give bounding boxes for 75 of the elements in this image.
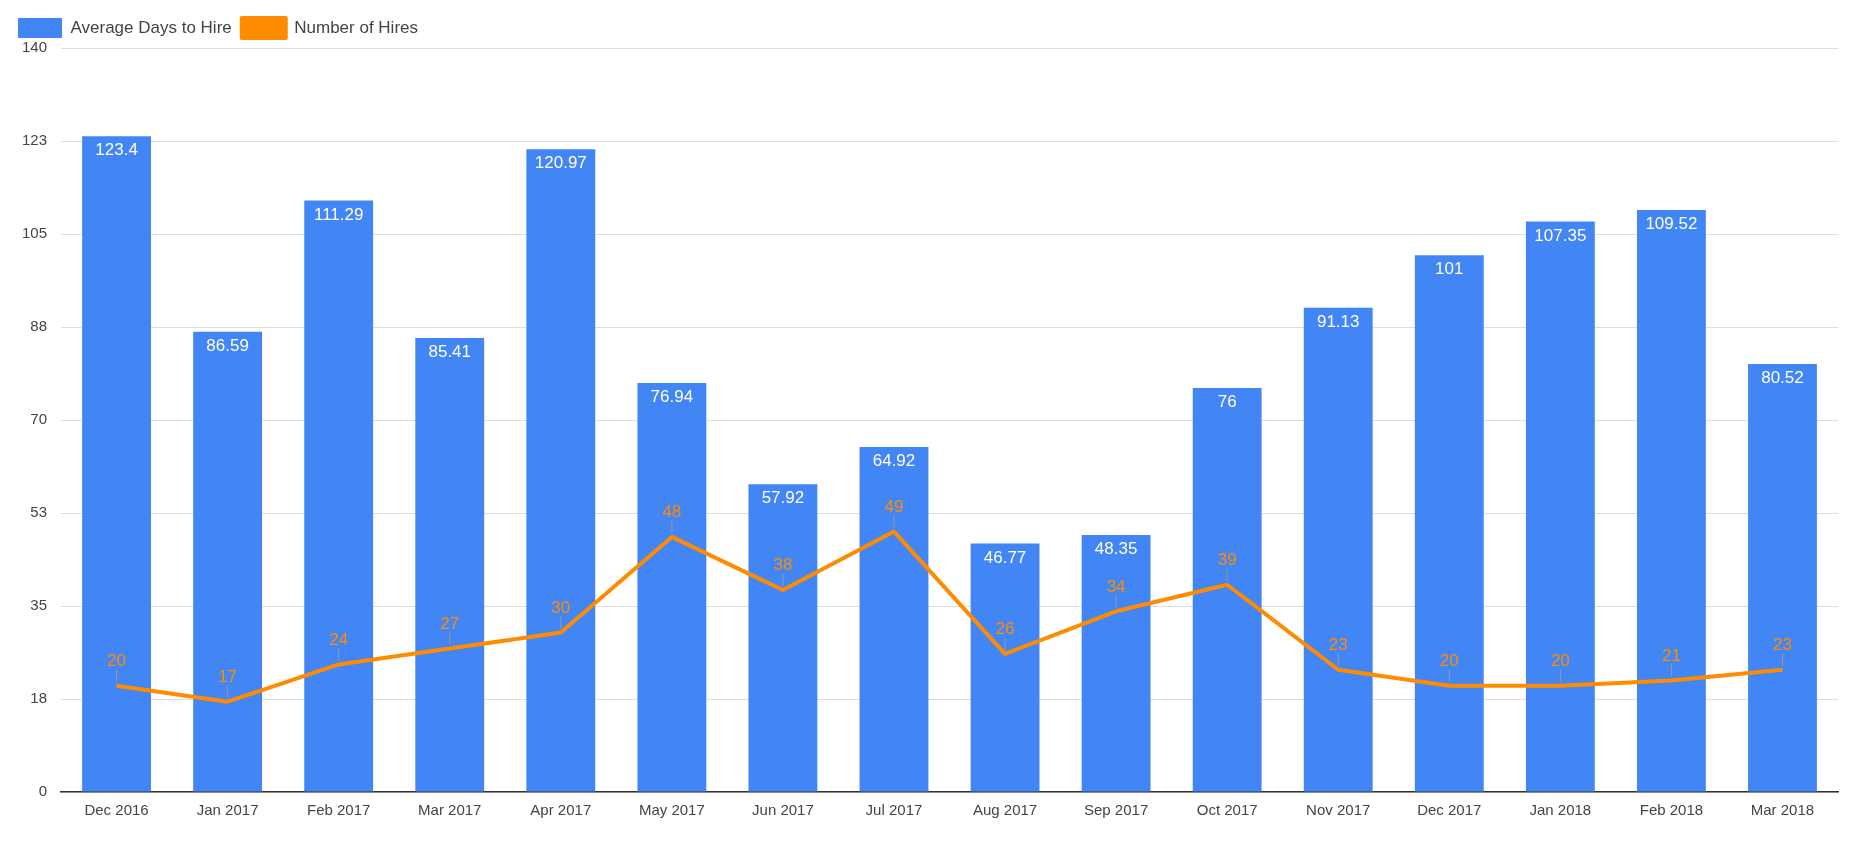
y-tick-label: 53 bbox=[30, 503, 48, 521]
bar bbox=[193, 331, 263, 792]
x-tick-label: Aug 2017 bbox=[972, 801, 1038, 819]
data-label: 24 bbox=[329, 629, 349, 649]
x-tick-label: May 2017 bbox=[638, 801, 705, 819]
bar bbox=[415, 338, 485, 792]
data-label: 107.35 bbox=[1534, 225, 1587, 245]
data-label: 91.13 bbox=[1316, 311, 1360, 331]
bar bbox=[1414, 255, 1484, 792]
data-label: 46.77 bbox=[983, 547, 1027, 567]
data-label: 27 bbox=[440, 613, 460, 633]
data-label: 48.35 bbox=[1094, 539, 1138, 559]
y-tick-label: 35 bbox=[30, 596, 48, 614]
data-label: 26 bbox=[995, 619, 1015, 639]
data-label: 64.92 bbox=[872, 451, 916, 471]
x-tick-label: Oct 2017 bbox=[1196, 801, 1258, 819]
bar bbox=[1748, 364, 1817, 792]
data-label: 17 bbox=[218, 666, 238, 686]
data-label: 38 bbox=[773, 555, 793, 575]
data-label: 48 bbox=[662, 502, 682, 522]
x-tick-label: Mar 2017 bbox=[418, 801, 482, 819]
data-label: 111.29 bbox=[313, 204, 364, 224]
x-tick-label: Jul 2017 bbox=[865, 801, 923, 819]
data-label: 39 bbox=[1217, 549, 1237, 569]
legend-label: Average Days to Hire bbox=[70, 17, 232, 37]
data-label: 20 bbox=[107, 650, 127, 670]
data-label: 21 bbox=[1661, 645, 1681, 665]
bar bbox=[304, 200, 374, 792]
bar bbox=[1081, 535, 1151, 792]
x-tick-label: Sep 2017 bbox=[1083, 801, 1149, 819]
bar bbox=[526, 149, 596, 792]
y-tick-label: 105 bbox=[22, 224, 48, 242]
data-label: 120.97 bbox=[534, 153, 587, 173]
x-tick-label: Feb 2018 bbox=[1639, 801, 1704, 819]
y-tick-label: 70 bbox=[30, 410, 48, 428]
x-tick-label: Jan 2017 bbox=[196, 801, 259, 819]
x-tick-label: Apr 2017 bbox=[530, 801, 592, 819]
data-label: 76 bbox=[1217, 392, 1237, 412]
data-label: 49 bbox=[884, 496, 904, 516]
data-label: 86.59 bbox=[206, 336, 249, 356]
data-label: 76.94 bbox=[650, 387, 694, 407]
bar bbox=[82, 136, 151, 792]
x-tick-label: Jun 2017 bbox=[752, 801, 814, 819]
data-label: 57.92 bbox=[761, 488, 805, 508]
bar bbox=[1636, 209, 1706, 792]
data-label: 123.4 bbox=[95, 140, 138, 160]
x-tick-label: Feb 2017 bbox=[306, 801, 371, 819]
data-label: 20 bbox=[1550, 650, 1570, 670]
data-label: 109.52 bbox=[1645, 214, 1698, 234]
data-label: 30 bbox=[551, 597, 571, 617]
bar bbox=[637, 383, 707, 792]
y-tick-label: 140 bbox=[22, 38, 48, 56]
x-tick-label: Jan 2018 bbox=[1529, 801, 1592, 819]
bar bbox=[1525, 221, 1595, 792]
y-tick-label: 123 bbox=[22, 131, 48, 149]
x-tick-label: Mar 2018 bbox=[1750, 801, 1815, 819]
y-tick-label: 18 bbox=[30, 689, 48, 707]
data-label: 34 bbox=[1106, 576, 1126, 596]
data-label: 80.52 bbox=[1761, 368, 1804, 388]
data-label: 85.41 bbox=[428, 342, 472, 362]
x-tick-label: Nov 2017 bbox=[1306, 801, 1371, 819]
y-tick-label: 0 bbox=[38, 782, 48, 800]
x-tick-label: Dec 2016 bbox=[84, 801, 149, 819]
bar bbox=[859, 447, 929, 792]
data-label: 20 bbox=[1439, 650, 1459, 670]
data-label: 23 bbox=[1773, 634, 1792, 654]
y-tick-label: 88 bbox=[30, 317, 48, 335]
bar bbox=[1192, 388, 1262, 792]
bar bbox=[1303, 307, 1373, 792]
data-label: 23 bbox=[1328, 634, 1348, 654]
bar bbox=[748, 484, 818, 792]
data-label: 101 bbox=[1435, 259, 1464, 279]
legend-label: Number of Hires bbox=[294, 17, 419, 37]
x-tick-label: Dec 2017 bbox=[1417, 801, 1482, 819]
bar bbox=[970, 543, 1040, 792]
